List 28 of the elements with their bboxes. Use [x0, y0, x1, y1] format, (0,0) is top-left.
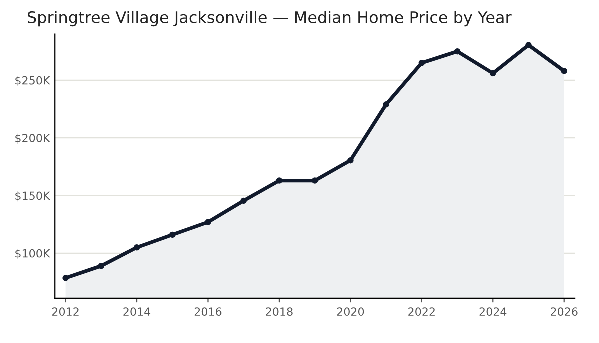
chart-title: Springtree Village Jacksonville — Median Home Price by Year — [28, 11, 512, 27]
point — [526, 42, 532, 48]
point — [561, 68, 568, 74]
point — [240, 198, 247, 204]
point — [170, 232, 176, 238]
x-tick-label: 2014 — [124, 308, 151, 316]
x-tick-label: 2012 — [52, 308, 79, 316]
point — [490, 70, 496, 77]
point — [276, 178, 283, 184]
y-tick-label: $150K — [16, 192, 50, 202]
point — [383, 102, 390, 108]
x-tick-label: 2018 — [266, 308, 293, 316]
x-tick-label: 2022 — [408, 308, 435, 316]
point — [312, 178, 318, 184]
point — [62, 275, 69, 282]
x-tick-label: 2020 — [337, 308, 364, 316]
point — [454, 48, 461, 55]
y-tick-label: $250K — [16, 76, 50, 86]
point — [205, 219, 212, 226]
point — [418, 60, 426, 66]
x-tick-label: 2024 — [480, 308, 507, 316]
x-tick-label: 2026 — [551, 308, 578, 316]
y-tick-label: $200K — [16, 134, 50, 144]
point — [134, 244, 140, 251]
point — [98, 262, 105, 270]
x-tick-label: 2016 — [194, 308, 222, 316]
point — [348, 157, 354, 164]
y-tick-label: $100K — [16, 249, 50, 260]
